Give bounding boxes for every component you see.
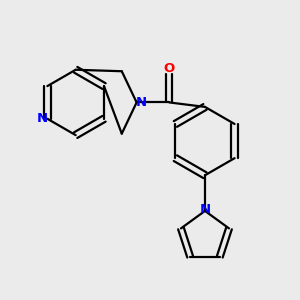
Text: O: O [164, 62, 175, 75]
Text: N: N [200, 203, 211, 216]
Text: N: N [37, 112, 48, 125]
Text: N: N [136, 96, 147, 109]
